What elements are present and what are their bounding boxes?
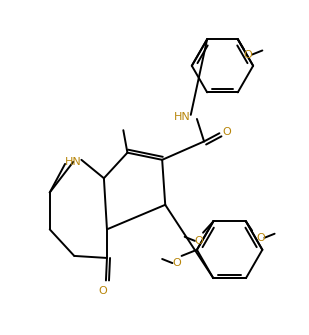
Text: O: O	[256, 233, 265, 243]
Text: HN: HN	[174, 112, 191, 122]
Text: O: O	[172, 258, 181, 268]
Text: O: O	[195, 236, 203, 246]
Text: O: O	[99, 286, 107, 296]
Text: HN: HN	[65, 157, 82, 167]
Text: O: O	[222, 127, 231, 137]
Text: O: O	[244, 50, 252, 60]
